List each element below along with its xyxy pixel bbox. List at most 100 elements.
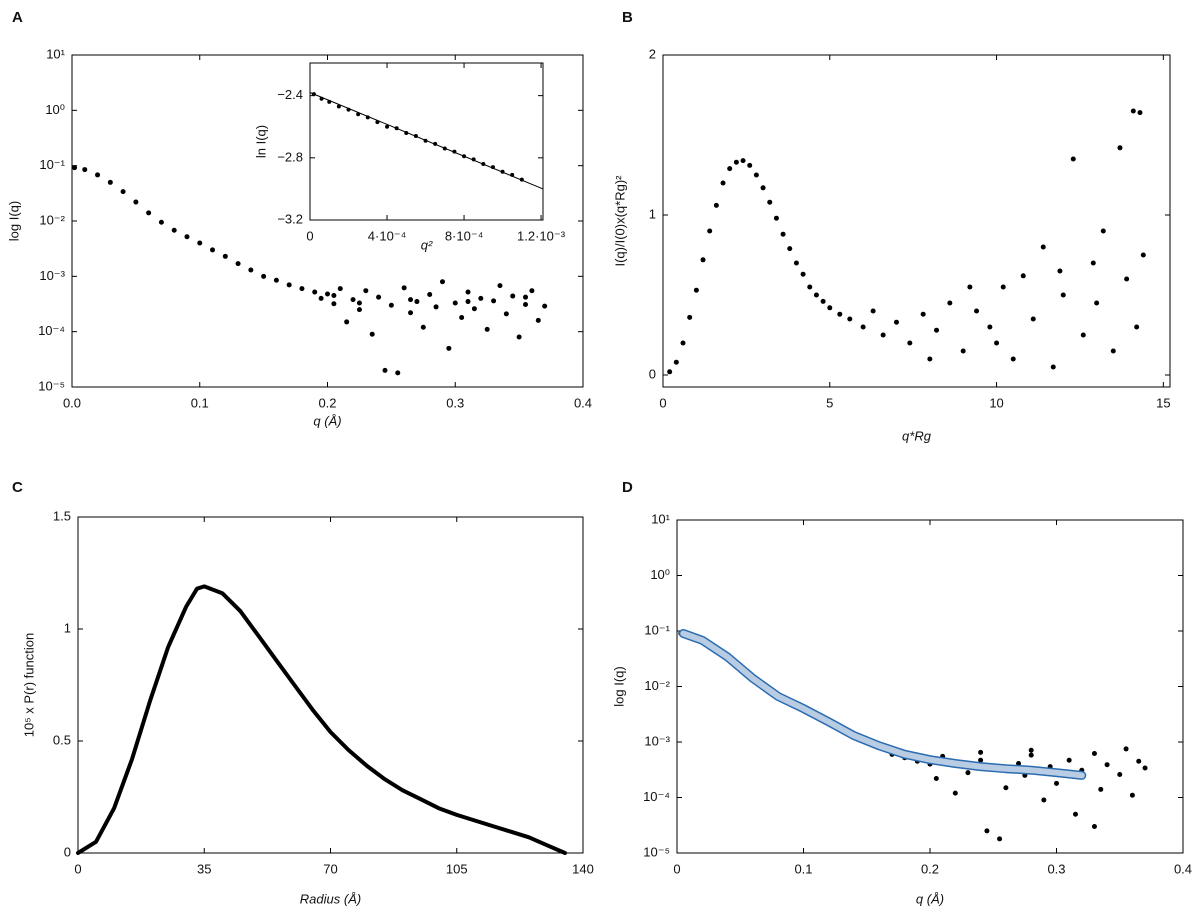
data-point <box>1003 785 1009 791</box>
data-point <box>760 185 766 191</box>
data-point <box>465 289 471 295</box>
data-point <box>1124 276 1130 282</box>
data-point <box>793 260 799 266</box>
data-point <box>363 288 369 294</box>
data-point <box>1070 156 1076 162</box>
data-point <box>72 165 78 171</box>
y-tick-label: 1 <box>649 206 656 221</box>
data-point <box>837 311 843 317</box>
data-point <box>433 304 439 310</box>
plot-frame <box>676 519 1184 854</box>
data-point <box>516 334 522 340</box>
data-point <box>95 172 101 178</box>
data-point <box>344 319 350 325</box>
data-point <box>356 300 362 306</box>
y-tick-label: 0 <box>64 844 71 859</box>
data-point <box>1098 786 1104 792</box>
data-point <box>934 327 940 333</box>
data-point <box>471 306 477 312</box>
data-point <box>484 326 490 332</box>
data-point <box>974 308 980 314</box>
data-point <box>960 348 966 354</box>
y-tick-label: 10⁰ <box>650 567 670 582</box>
data-point <box>408 297 414 303</box>
x-tick-label: 105 <box>446 861 468 876</box>
x-tick-label: 0 <box>659 395 666 410</box>
data-point <box>700 257 706 263</box>
data-point <box>210 247 216 253</box>
y-tick-label: −2.8 <box>277 149 303 164</box>
data-point <box>1057 268 1063 274</box>
data-point <box>1080 332 1086 338</box>
x-tick-label: 0 <box>74 861 81 876</box>
data-point <box>753 172 759 178</box>
data-point <box>1134 324 1140 330</box>
data-point <box>847 316 853 322</box>
x-tick-label: 0.0 <box>63 395 81 410</box>
data-point <box>222 253 228 259</box>
x-tick-label: 35 <box>197 861 211 876</box>
data-point <box>491 298 497 304</box>
data-point <box>997 836 1003 842</box>
data-point <box>1000 284 1006 290</box>
data-point <box>727 166 733 172</box>
x-tick-label: 0 <box>673 861 680 876</box>
x-axis-label: q (Å) <box>313 413 341 428</box>
data-point <box>529 288 535 294</box>
data-point <box>401 285 407 291</box>
data-point <box>1104 762 1110 768</box>
y-tick-label: 10¹ <box>651 511 670 526</box>
data-point <box>1066 757 1072 763</box>
data-point <box>767 199 773 205</box>
data-point <box>673 359 679 365</box>
data-point <box>860 324 866 330</box>
x-tick-label: 5 <box>826 395 833 410</box>
data-point <box>667 369 673 375</box>
x-axis-label: q² <box>421 237 433 252</box>
data-point <box>107 179 113 185</box>
data-point <box>987 324 993 330</box>
data-point <box>720 180 726 186</box>
data-point <box>870 308 876 314</box>
y-tick-label: 2 <box>649 46 656 61</box>
data-point <box>1094 300 1100 306</box>
data-point <box>1137 110 1143 116</box>
x-tick-label: 0.1 <box>191 395 209 410</box>
data-point <box>1054 780 1059 786</box>
x-tick-label: 0.1 <box>794 861 812 876</box>
x-axis-label: q*Rg <box>902 428 932 443</box>
line <box>309 92 544 190</box>
x-tick-label: 0.2 <box>921 861 939 876</box>
x-tick-label: 4·10⁻⁴ <box>368 228 406 243</box>
x-tick-label: 0 <box>306 228 313 243</box>
data-point <box>813 292 819 298</box>
data-point <box>947 300 953 306</box>
data-point <box>503 311 509 317</box>
data-point <box>523 294 529 300</box>
data-point <box>336 104 341 109</box>
data-point <box>807 284 813 290</box>
data-point <box>927 356 933 362</box>
data-point <box>325 291 330 297</box>
data-point <box>385 124 390 129</box>
x-tick-label: 10 <box>989 395 1003 410</box>
data-point <box>1091 824 1097 830</box>
data-point <box>687 314 693 320</box>
panel-letter: B <box>622 9 633 26</box>
y-tick-label: 10⁻³ <box>39 268 65 283</box>
data-point <box>542 303 548 309</box>
data-point <box>427 291 433 297</box>
data-point <box>787 246 793 252</box>
data-point <box>820 298 826 304</box>
data-point <box>994 340 1000 346</box>
x-tick-label: 8·10⁻⁴ <box>445 228 483 243</box>
data-point <box>420 324 426 330</box>
data-point <box>1010 356 1016 362</box>
data-point <box>800 271 806 277</box>
data-point <box>747 162 753 168</box>
data-point <box>1100 228 1106 234</box>
data-point <box>920 311 926 317</box>
x-tick-label: 0.3 <box>446 395 464 410</box>
data-point <box>376 294 382 300</box>
